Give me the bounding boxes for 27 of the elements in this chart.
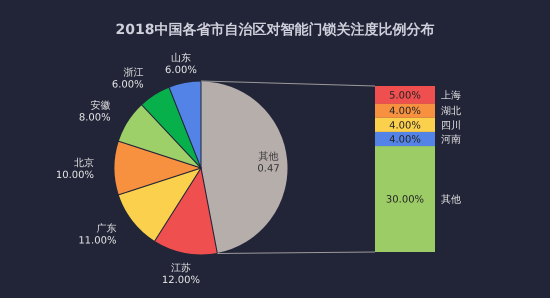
slice-label: 山东 [170, 52, 191, 64]
series-label: 四川 [441, 119, 461, 132]
slice-label: 江苏 [170, 262, 191, 274]
series-label: 其他 [441, 194, 461, 206]
data-label: 4.00% [389, 106, 421, 118]
data-label: 8.00% [78, 112, 111, 124]
series-label: 湖北 [441, 105, 461, 118]
data-label: 10.00% [56, 170, 94, 181]
data-label: 11.00% [78, 236, 116, 247]
data-label: 5.00% [389, 90, 421, 102]
series-label: 河南 [441, 133, 461, 146]
slice-label: 浙江 [124, 66, 144, 79]
data-label: 6.00% [165, 64, 197, 76]
data-label: 4.00% [389, 134, 421, 146]
slice-label: 其他 [258, 150, 279, 163]
data-label: 6.00% [112, 80, 144, 91]
slice-label: 广东 [96, 222, 116, 235]
bar [375, 146, 435, 252]
bar [375, 104, 435, 118]
data-label: 0.47 [257, 164, 280, 175]
chart-title: 2018中国各省市自治区对智能门锁关注度比例分布 [116, 21, 434, 38]
slice-label: 安徽 [90, 100, 111, 112]
data-label: 12.00% [162, 275, 200, 286]
data-label: 4.00% [389, 120, 421, 132]
data-label: 30.00% [386, 194, 424, 206]
series-label: 上海 [441, 89, 461, 102]
slice-label: 北京 [74, 157, 94, 169]
